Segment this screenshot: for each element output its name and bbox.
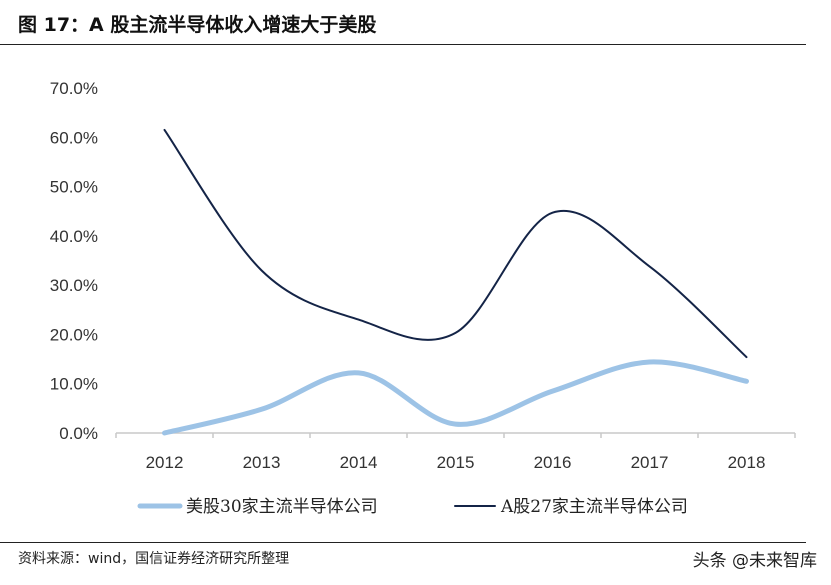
x-tick-label: 2018 bbox=[728, 453, 766, 472]
x-tick-label: 2015 bbox=[437, 453, 475, 472]
series-line-1 bbox=[163, 128, 748, 359]
x-tick-label: 2016 bbox=[534, 453, 572, 472]
x-axis-labels: 2012 2013 2014 2015 2016 2017 2018 bbox=[115, 433, 796, 472]
y-tick-label: 0.0% bbox=[59, 424, 98, 443]
y-tick-label: 10.0% bbox=[50, 375, 98, 394]
source-note: 资料来源：wind，国信证券经济研究所整理 bbox=[18, 551, 290, 567]
figure-title: 图 17：A 股主流半导体收入增速大于美股 bbox=[18, 14, 377, 36]
y-tick-label: 30.0% bbox=[50, 276, 98, 295]
figure-header: 图 17：A 股主流半导体收入增速大于美股 bbox=[0, 0, 806, 45]
y-tick-label: 50.0% bbox=[50, 178, 98, 197]
legend: 美股30家主流半导体公司 A股27家主流半导体公司 bbox=[137, 497, 688, 517]
x-tick-label: 2017 bbox=[631, 453, 669, 472]
y-axis-labels: 0.0% 10.0% 20.0% 30.0% 40.0% 50.0% 60.0% 70.0% bbox=[50, 79, 98, 443]
y-tick-label: 70.0% bbox=[50, 79, 98, 98]
x-tick-label: 2012 bbox=[146, 453, 184, 472]
legend-label-1: A股27家主流半导体公司 bbox=[500, 497, 688, 517]
watermark: 头条 @未来智库 bbox=[692, 551, 817, 571]
x-tick-label: 2013 bbox=[243, 453, 281, 472]
figure-footer bbox=[0, 542, 806, 543]
series-lines bbox=[162, 128, 749, 436]
y-tick-label: 60.0% bbox=[50, 128, 98, 147]
series-line-0 bbox=[162, 359, 749, 436]
x-tick-label: 2014 bbox=[340, 453, 378, 472]
y-tick-label: 40.0% bbox=[50, 227, 98, 246]
line-chart: 0.0%10.0%20.0%30.0%40.0%50.0%60.0%70.0% … bbox=[50, 79, 796, 517]
y-tick-label: 20.0% bbox=[50, 325, 98, 344]
legend-label-0: 美股30家主流半导体公司 bbox=[186, 497, 378, 517]
